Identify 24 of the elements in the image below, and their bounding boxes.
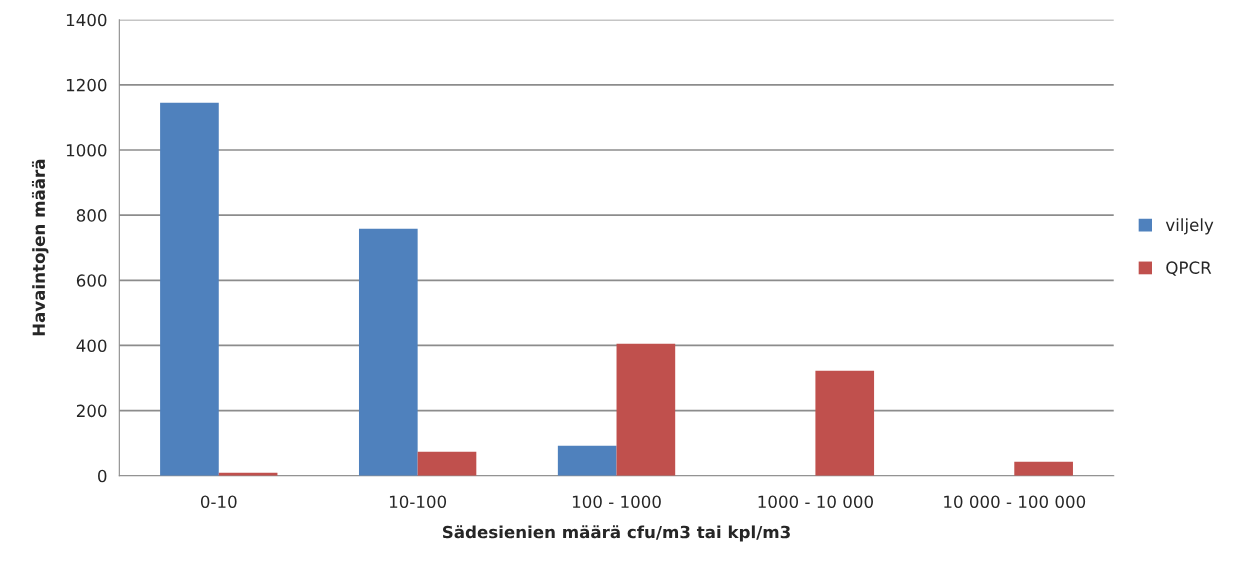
x-tick-label: 100 - 1000 — [572, 495, 661, 509]
bar — [417, 451, 477, 476]
y-tick-label: 200 — [76, 404, 107, 418]
y-tick-label: 800 — [76, 209, 107, 222]
bar — [557, 445, 617, 476]
x-tick-label: 10 000 - 100 000 — [944, 495, 1086, 509]
y-tick-label: 600 — [76, 274, 107, 287]
legend-label: QPCR — [1166, 261, 1212, 276]
bar — [1014, 461, 1073, 476]
x-tick-label: 10-100 — [389, 495, 447, 509]
bar — [815, 370, 875, 476]
x-tick-label: 1000 - 10 000 — [758, 495, 873, 509]
y-tick-label: 1200 — [66, 78, 107, 92]
y-tick-label: 400 — [76, 339, 107, 353]
y-axis-title: Havaintojen määrä — [31, 159, 49, 336]
y-tick-label: 1400 — [66, 13, 107, 27]
bar — [160, 102, 219, 476]
bar — [616, 343, 676, 476]
y-tick-label: 0 — [98, 469, 107, 483]
x-tick-label: 0-10 — [200, 495, 237, 509]
x-axis-title: Sädesienien määrä cfu/m3 tai kpl/m3 — [442, 525, 790, 542]
legend-label: viljely — [1165, 218, 1214, 235]
bar — [358, 228, 418, 476]
y-tick-label: 1000 — [66, 143, 107, 157]
